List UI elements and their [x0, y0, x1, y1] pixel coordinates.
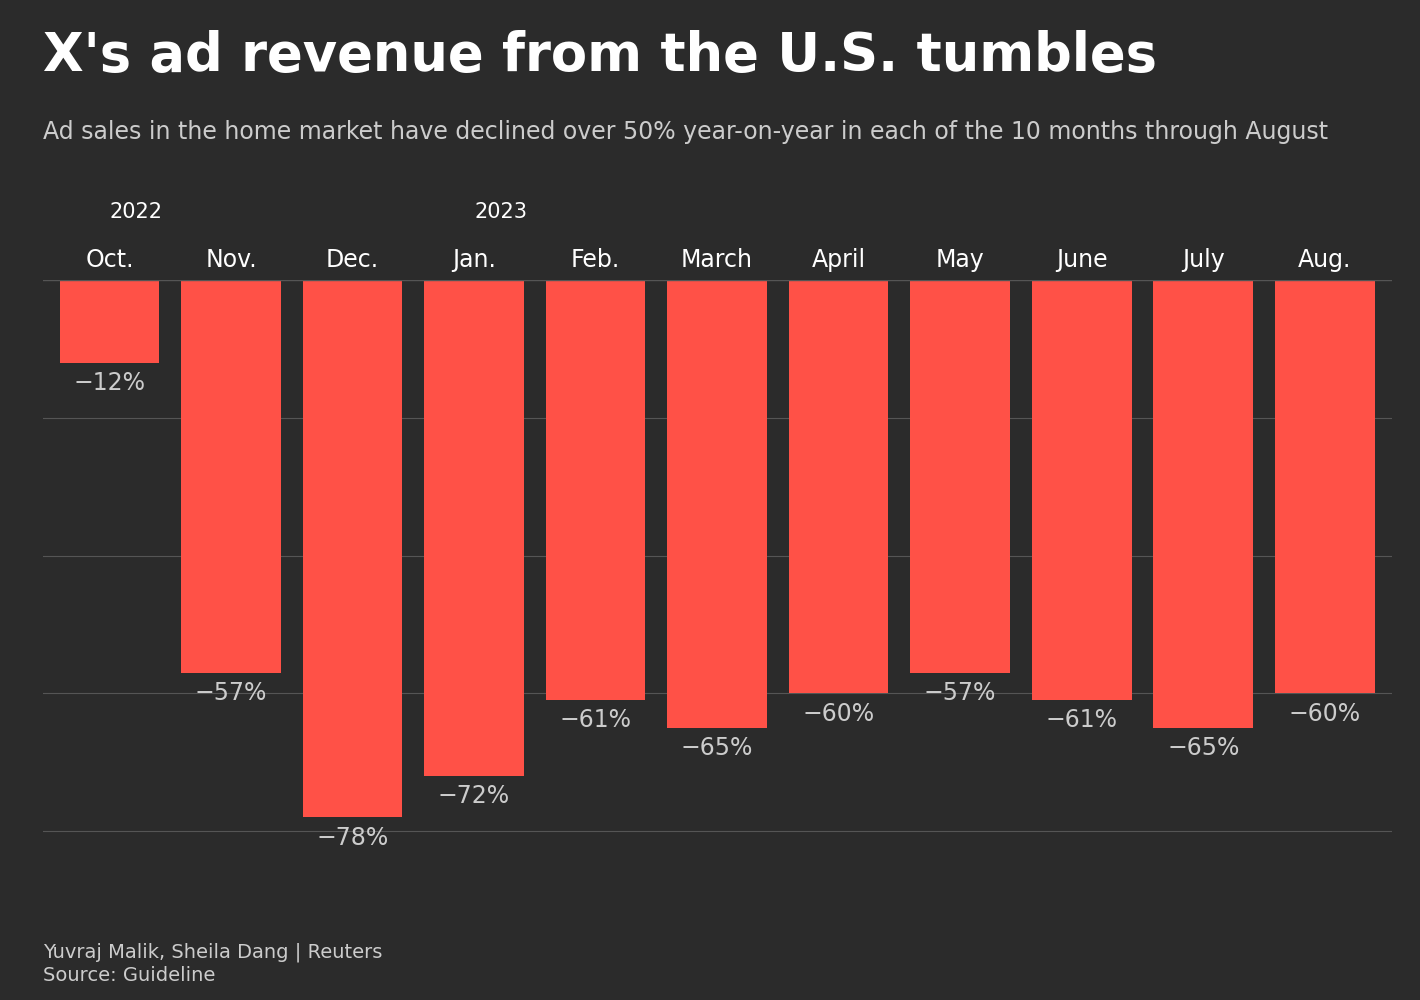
Text: −78%: −78%: [317, 826, 389, 850]
Text: −72%: −72%: [437, 784, 510, 808]
Text: 2023: 2023: [474, 202, 527, 222]
Text: −65%: −65%: [682, 736, 753, 760]
Bar: [545, 280, 646, 700]
Text: −57%: −57%: [195, 681, 267, 705]
Text: X's ad revenue from the U.S. tumbles: X's ad revenue from the U.S. tumbles: [43, 30, 1157, 82]
Text: −61%: −61%: [559, 708, 632, 732]
Bar: [425, 280, 524, 776]
Bar: [1275, 280, 1375, 693]
Bar: [1153, 280, 1252, 728]
Text: −60%: −60%: [1289, 702, 1360, 726]
Bar: [910, 280, 1010, 673]
Bar: [302, 280, 402, 817]
Text: −12%: −12%: [74, 371, 145, 395]
Text: −60%: −60%: [802, 702, 875, 726]
Bar: [182, 280, 281, 673]
Text: −65%: −65%: [1167, 736, 1240, 760]
Text: −57%: −57%: [924, 681, 997, 705]
Text: 2022: 2022: [109, 202, 162, 222]
Bar: [788, 280, 889, 693]
Text: Ad sales in the home market have declined over 50% year-on-year in each of the 1: Ad sales in the home market have decline…: [43, 120, 1328, 144]
Bar: [1032, 280, 1132, 700]
Text: −61%: −61%: [1045, 708, 1118, 732]
Text: Source: Guideline: Source: Guideline: [43, 966, 214, 985]
Bar: [60, 280, 159, 363]
Text: Yuvraj Malik, Sheila Dang | Reuters: Yuvraj Malik, Sheila Dang | Reuters: [43, 942, 382, 962]
Bar: [667, 280, 767, 728]
